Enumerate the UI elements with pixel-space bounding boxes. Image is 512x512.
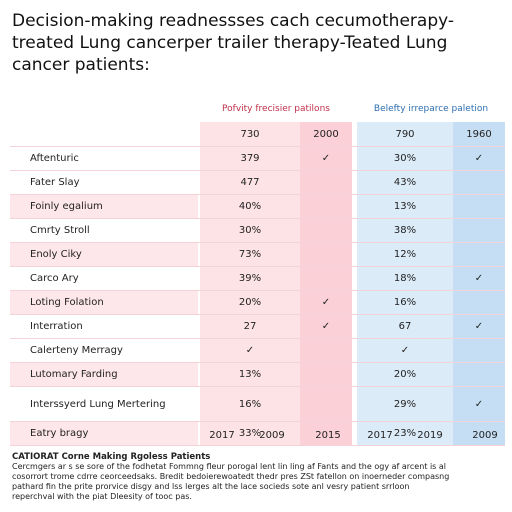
cell — [453, 363, 505, 386]
footer-year: 2017 — [367, 430, 393, 441]
cell: 73% — [200, 243, 300, 266]
cell — [453, 219, 505, 242]
cell — [453, 422, 505, 445]
column-header: 2000 — [300, 122, 352, 146]
table-row: Enoly Ciky 73% 12% — [10, 243, 505, 267]
table-row: Foinly egalium 40% 13% — [10, 195, 505, 219]
cell — [300, 219, 352, 242]
group-row: Pofvity frecisier patilons Belefty irrepa… — [10, 96, 505, 122]
cell: ✓ — [300, 291, 352, 314]
note: CATIORAT Corne Making Rgoless Patients C… — [12, 452, 502, 502]
cell — [300, 267, 352, 290]
cell: ✓ — [453, 267, 505, 290]
cell: ✓ — [300, 315, 352, 338]
cell: 23% — [357, 422, 453, 445]
cell — [300, 171, 352, 194]
cell — [300, 243, 352, 266]
table-row: Interration 27 ✓ 67 ✓ — [10, 315, 505, 339]
table-row: Cmrty Stroll 30% 38% — [10, 219, 505, 243]
note-line: cosorrort trome cdrre ceorceedsaks. Bred… — [12, 472, 450, 481]
cell: 30% — [357, 147, 453, 170]
footer-year: 2015 — [315, 430, 341, 441]
cell: 43% — [357, 171, 453, 194]
cell: 477 — [200, 171, 300, 194]
row-label: Loting Folation — [10, 291, 198, 314]
note-line: Cercmgers ar s se sore of the fodhetat F… — [12, 462, 446, 471]
footer-year: 2009 — [472, 430, 498, 441]
cell: 39% — [200, 267, 300, 290]
footer-year: 2017 — [209, 430, 235, 441]
table-row: Carco Ary 39% 18% ✓ — [10, 267, 505, 291]
row-label: Interssyerd Lung Mertering — [30, 398, 166, 410]
footer-year: 2009 — [259, 430, 285, 441]
table-row: Fater Slay 477 43% — [10, 171, 505, 195]
cell — [300, 422, 352, 445]
cell: 20% — [357, 363, 453, 386]
cell — [453, 339, 505, 362]
table-row: Aftenturic 379 ✓ 30% ✓ — [10, 147, 505, 171]
cell: ✓ — [300, 147, 352, 170]
table-row: Eatry bragy 33% 23% — [10, 422, 505, 446]
cell: 27 — [200, 315, 300, 338]
row-label: Cmrty Stroll — [30, 225, 90, 236]
cell: 33% — [200, 422, 300, 445]
cell: ✓ — [357, 339, 453, 362]
cell — [453, 243, 505, 266]
group-header: Belefty irreparce paletion — [373, 104, 489, 114]
table-row: Calerteny Merragy ✓ ✓ — [10, 339, 505, 363]
cell — [453, 291, 505, 314]
cell: 16% — [357, 291, 453, 314]
cell: 18% — [357, 267, 453, 290]
cell — [300, 339, 352, 362]
cell: 30% — [200, 219, 300, 242]
row-label: Carco Ary — [30, 273, 79, 284]
cell: ✓ — [453, 387, 505, 421]
group-header: Pofvity frecisier patilons — [222, 104, 330, 114]
column-header: 1960 — [453, 122, 505, 146]
footer-year: 2019 — [417, 430, 443, 441]
row-label: Calerteny Merragy — [30, 345, 123, 356]
cell — [300, 387, 352, 421]
title: Decision-making readnessses cach cecumot… — [12, 11, 454, 75]
column-header: 790 — [357, 122, 453, 146]
cell: ✓ — [453, 315, 505, 338]
note-line: pathard fin the prite prorvice disgy and… — [12, 482, 410, 491]
cell: ✓ — [453, 147, 505, 170]
cell — [453, 195, 505, 218]
cell: 379 — [200, 147, 300, 170]
footer-years: 2017 2009 2015 2017 2019 2009 — [0, 430, 512, 444]
table-row: Interssyerd Lung Mertering 16% 29% ✓ — [10, 387, 505, 422]
table: Pofvity frecisier patilons Belefty irrepa… — [10, 96, 505, 446]
row-label: Interration — [30, 321, 83, 332]
header-row: 730 2000 790 1960 — [10, 122, 505, 147]
cell — [300, 363, 352, 386]
cell: 13% — [357, 195, 453, 218]
cell — [300, 195, 352, 218]
table-row: Loting Folation 20% ✓ 16% — [10, 291, 505, 315]
cell: 13% — [200, 363, 300, 386]
cell: ✓ — [200, 339, 300, 362]
cell: 38% — [357, 219, 453, 242]
row-label: Lutomary Farding — [10, 363, 198, 386]
table-row: Lutomary Farding 13% 20% — [10, 363, 505, 387]
note-heading: CATIORAT Corne Making Rgoless Patients — [12, 452, 211, 462]
row-label: Eatry bragy — [10, 422, 198, 445]
cell: 67 — [357, 315, 453, 338]
note-line: reperchval with the piat Dleesity of too… — [12, 492, 192, 501]
cell: 29% — [357, 387, 453, 421]
row-label: Foinly egalium — [10, 195, 198, 218]
cell: 40% — [200, 195, 300, 218]
row-label: Fater Slay — [30, 177, 80, 188]
row-label: Aftenturic — [30, 153, 79, 164]
cell: 16% — [200, 387, 300, 421]
row-label: Enoly Ciky — [10, 243, 198, 266]
column-header: 730 — [200, 122, 300, 146]
cell: 20% — [200, 291, 300, 314]
cell — [453, 171, 505, 194]
cell: 12% — [357, 243, 453, 266]
